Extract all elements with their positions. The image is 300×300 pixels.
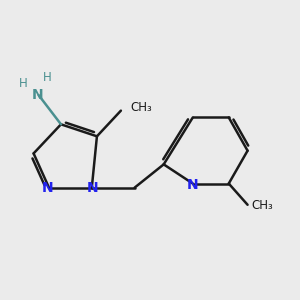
Text: H: H: [19, 77, 28, 90]
Text: N: N: [87, 181, 99, 195]
Text: CH₃: CH₃: [251, 199, 273, 212]
Text: N: N: [42, 181, 54, 195]
Text: N: N: [32, 88, 44, 102]
Text: CH₃: CH₃: [130, 101, 152, 114]
Text: N: N: [187, 178, 199, 192]
Text: H: H: [43, 71, 52, 84]
